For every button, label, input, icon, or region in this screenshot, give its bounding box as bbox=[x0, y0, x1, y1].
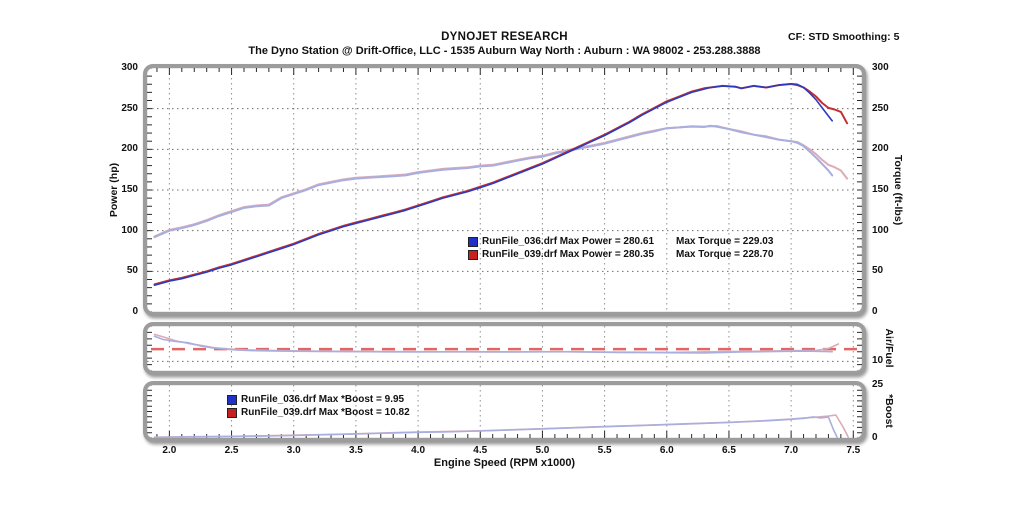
run039-power-label: RunFile_039.drf Max Power = 280.35 bbox=[482, 249, 655, 260]
power-torque-legend: RunFile_036.drf Max Power = 280.61 Max T… bbox=[468, 236, 773, 262]
y-tick-label: 200 bbox=[121, 143, 138, 155]
y-tick-label: 50 bbox=[872, 265, 884, 277]
y-tick-label: 0 bbox=[132, 306, 138, 317]
run036-torque-label: Max Torque = 229.03 bbox=[676, 236, 774, 247]
y-tick-label: 0 bbox=[872, 306, 878, 317]
y-tick-label: 150 bbox=[872, 184, 889, 195]
x-tick-label: 3.5 bbox=[348, 445, 363, 456]
legend-row: RunFile_039.drf Max Power = 280.35 Max T… bbox=[468, 249, 773, 261]
air-fuel-axis-label: Air/Fuel bbox=[883, 328, 895, 368]
x-tick-label: 4.0 bbox=[411, 445, 426, 456]
torque-axis-label: Torque (ft-lbs) bbox=[892, 154, 904, 226]
air-fuel-panel bbox=[143, 322, 866, 375]
run039-swatch bbox=[468, 250, 478, 260]
boost-axis-label: *Boost bbox=[883, 394, 895, 428]
y-tick-label: 100 bbox=[121, 224, 138, 236]
run039-swatch bbox=[227, 408, 237, 418]
engine-speed-axis-label: Engine Speed (RPM x1000) bbox=[433, 457, 576, 469]
run036-power-label: RunFile_036.drf Max Power = 280.61 bbox=[482, 236, 655, 247]
power-torque-panel bbox=[143, 64, 866, 316]
run036-swatch bbox=[468, 237, 478, 247]
y-tick-label: 150 bbox=[121, 184, 138, 195]
page-title: DYNOJET RESEARCH bbox=[441, 31, 568, 43]
y-tick-label: 200 bbox=[872, 143, 889, 155]
y-tick-label: 50 bbox=[126, 265, 138, 277]
x-tick-label: 6.0 bbox=[659, 445, 674, 456]
x-tick-label: 4.5 bbox=[473, 445, 488, 456]
y-tick-label: 300 bbox=[872, 62, 889, 73]
run039-boost-label: RunFile_039.drf Max *Boost = 10.82 bbox=[241, 407, 410, 418]
y-tick-label: 250 bbox=[121, 102, 138, 114]
boost-legend: RunFile_036.drf Max *Boost = 9.95 RunFil… bbox=[227, 394, 410, 420]
run036-boost-label: RunFile_036.drf Max *Boost = 9.95 bbox=[241, 394, 405, 405]
y-tick-label: 300 bbox=[121, 62, 138, 73]
x-tick-label: 6.5 bbox=[721, 445, 736, 456]
x-tick-label: 5.5 bbox=[597, 445, 612, 456]
x-tick-label: 7.0 bbox=[784, 445, 799, 456]
run039-torque-label: Max Torque = 228.70 bbox=[676, 249, 774, 260]
air-fuel-chart bbox=[147, 326, 862, 371]
x-tick-label: 2.5 bbox=[224, 445, 239, 456]
legend-row: RunFile_039.drf Max *Boost = 10.82 bbox=[227, 407, 410, 419]
y-tick-label: 100 bbox=[872, 224, 889, 236]
y-tick-label: 250 bbox=[872, 102, 889, 114]
power-torque-chart bbox=[147, 68, 862, 312]
x-tick-label: 3.0 bbox=[286, 445, 301, 456]
x-tick-label: 5.0 bbox=[535, 445, 550, 456]
x-tick-label: 7.5 bbox=[846, 445, 861, 456]
correction-smoothing-label: CF: STD Smoothing: 5 bbox=[788, 31, 900, 43]
dyno-shop-subtitle: The Dyno Station @ Drift-Office, LLC - 1… bbox=[248, 45, 761, 57]
x-tick-label: 2.0 bbox=[162, 445, 177, 456]
boost-panel bbox=[143, 381, 866, 442]
y-tick-label: 25 bbox=[872, 379, 884, 390]
legend-row: RunFile_036.drf Max Power = 280.61 Max T… bbox=[468, 236, 773, 248]
y-tick-label: 0 bbox=[872, 432, 878, 443]
y-tick-label: 10 bbox=[872, 355, 884, 367]
legend-row: RunFile_036.drf Max *Boost = 9.95 bbox=[227, 394, 410, 406]
run036-swatch bbox=[227, 395, 237, 405]
